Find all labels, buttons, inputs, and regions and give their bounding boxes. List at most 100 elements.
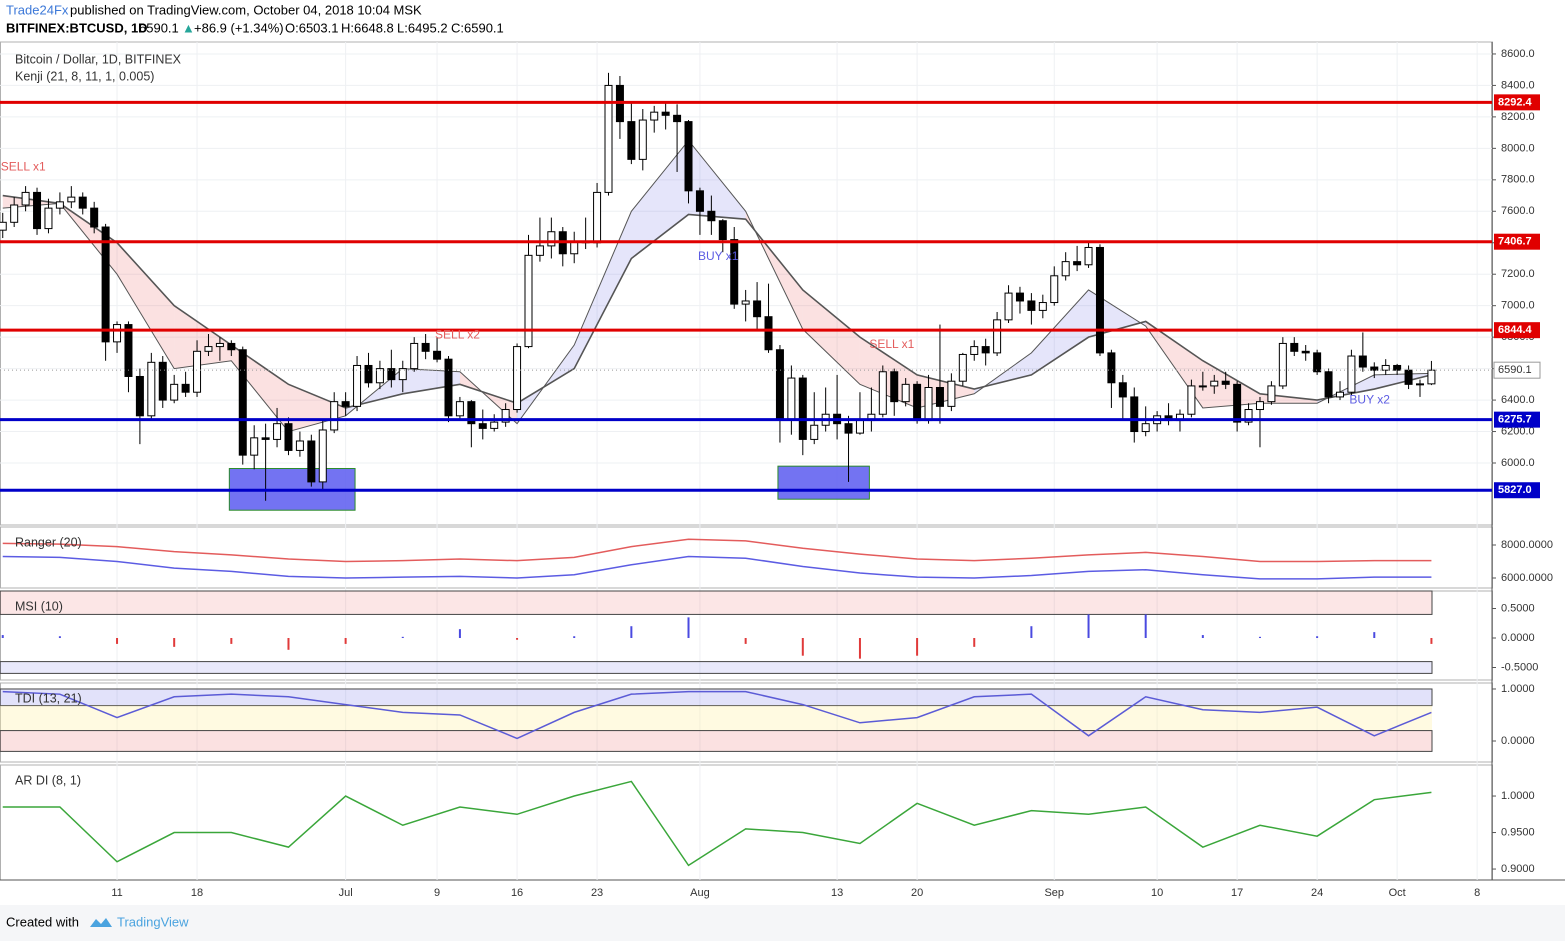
y-tick-label: 7000.0 xyxy=(1501,300,1535,312)
candle-body xyxy=(455,401,464,417)
candle-body xyxy=(1210,380,1219,387)
candle-body xyxy=(67,196,76,203)
candle-body xyxy=(1427,369,1436,385)
signal-label: BUY x1 xyxy=(698,249,739,263)
candle-body xyxy=(227,342,236,351)
candle-body xyxy=(78,196,87,209)
candle-body xyxy=(273,423,282,440)
candle-body xyxy=(158,361,167,401)
panel-title: Ranger (20) xyxy=(15,535,82,549)
panels: 11 18 Jul 9 16 23 Aug 13 20 Sep 10 17 24 Oct 8 6000.0 62… xyxy=(0,41,1565,899)
candle-body xyxy=(730,239,739,305)
candle-body xyxy=(855,420,864,434)
brand[interactable]: TradingView xyxy=(117,914,189,929)
candle-body xyxy=(433,350,442,360)
candle-body xyxy=(353,364,362,407)
candle-body xyxy=(1404,369,1413,385)
bar xyxy=(516,638,519,640)
candle-body xyxy=(295,440,304,451)
bar xyxy=(1087,614,1090,639)
bar xyxy=(744,638,747,644)
y-tick-label: 7200.0 xyxy=(1501,268,1535,280)
candle-body xyxy=(1335,391,1344,398)
candle-body xyxy=(935,386,944,407)
bar xyxy=(116,638,119,644)
logo xyxy=(90,918,112,927)
level-label: 6844.4 xyxy=(1498,324,1533,336)
candle-body xyxy=(444,358,453,417)
candle-body xyxy=(1233,383,1242,423)
signal-label: BUY x2 xyxy=(1349,392,1390,406)
bar xyxy=(1144,614,1147,639)
candle-body xyxy=(375,368,384,384)
candle-body xyxy=(101,226,110,343)
candle-body xyxy=(170,383,179,401)
candle-body xyxy=(627,121,636,160)
candle-body xyxy=(364,364,373,384)
candle-body xyxy=(775,349,784,420)
series-line xyxy=(2,690,1432,740)
zone-high xyxy=(0,590,1433,615)
bar xyxy=(1030,626,1033,639)
chart-subtitle: Kenji (21, 8, 11, 1, 0.005) xyxy=(15,69,154,83)
x-tick-label: Sep xyxy=(1044,887,1064,899)
candle-body xyxy=(490,421,499,429)
candle-body xyxy=(798,377,807,440)
signal-label: SELL x1 xyxy=(869,337,914,351)
candle-body xyxy=(901,383,910,403)
candle-body xyxy=(764,316,773,351)
panel-title: MSI (10) xyxy=(15,599,63,613)
candle-body xyxy=(981,346,990,354)
candle-body xyxy=(1278,342,1287,387)
candle-body xyxy=(44,207,53,230)
panel-title: TDI (13, 21) xyxy=(15,691,82,705)
candle-body xyxy=(193,350,202,393)
kenji-cloud xyxy=(631,140,689,259)
candle-body xyxy=(387,368,396,381)
signal-label: SELL x1 xyxy=(1,159,46,173)
candle-body xyxy=(1324,371,1333,398)
candle-body xyxy=(1255,401,1264,411)
candle-body xyxy=(135,375,144,417)
series-line xyxy=(2,538,1432,563)
level-label: 7406.7 xyxy=(1498,236,1532,248)
bar xyxy=(573,636,576,639)
y-tick-label: 6200.0 xyxy=(1501,425,1535,437)
candle-body xyxy=(524,254,533,348)
x-tick-label: 18 xyxy=(191,887,203,899)
candle-body xyxy=(1130,396,1139,433)
bar xyxy=(230,638,233,644)
candle-body xyxy=(993,319,1002,354)
candle-body xyxy=(307,440,316,483)
signal-label: SELL x2 xyxy=(435,328,480,342)
candle-body xyxy=(1118,382,1127,398)
candle-body xyxy=(741,300,750,305)
candle-body xyxy=(1061,261,1070,277)
zone-mid xyxy=(0,705,1432,731)
low: L:6495.2 xyxy=(397,20,448,35)
candle-body xyxy=(478,423,487,429)
open: O:6503.1 xyxy=(285,20,339,35)
author[interactable]: Trade24Fx xyxy=(6,2,69,17)
x-tick-label: 13 xyxy=(831,887,843,899)
candle-body xyxy=(707,210,716,222)
candle-body xyxy=(695,190,704,212)
candle-body xyxy=(970,346,979,355)
bar xyxy=(1,635,4,639)
candle-body xyxy=(958,353,967,382)
candle-body xyxy=(924,386,933,422)
candle-body xyxy=(1370,366,1379,371)
candle-body xyxy=(1290,342,1299,352)
candle-body xyxy=(1198,385,1207,388)
y-tick-label: 8000.0000 xyxy=(1501,539,1553,551)
bar xyxy=(401,636,404,639)
bar xyxy=(1201,635,1204,639)
candle-body xyxy=(913,383,922,422)
x-tick-label: 16 xyxy=(511,887,523,899)
close: C:6590.1 xyxy=(451,20,504,35)
level-label: 5827.0 xyxy=(1498,484,1532,496)
x-tick-label: 8 xyxy=(1474,887,1480,899)
candle-body xyxy=(1221,380,1230,385)
candle-body xyxy=(1358,355,1367,368)
bar xyxy=(1430,638,1433,644)
